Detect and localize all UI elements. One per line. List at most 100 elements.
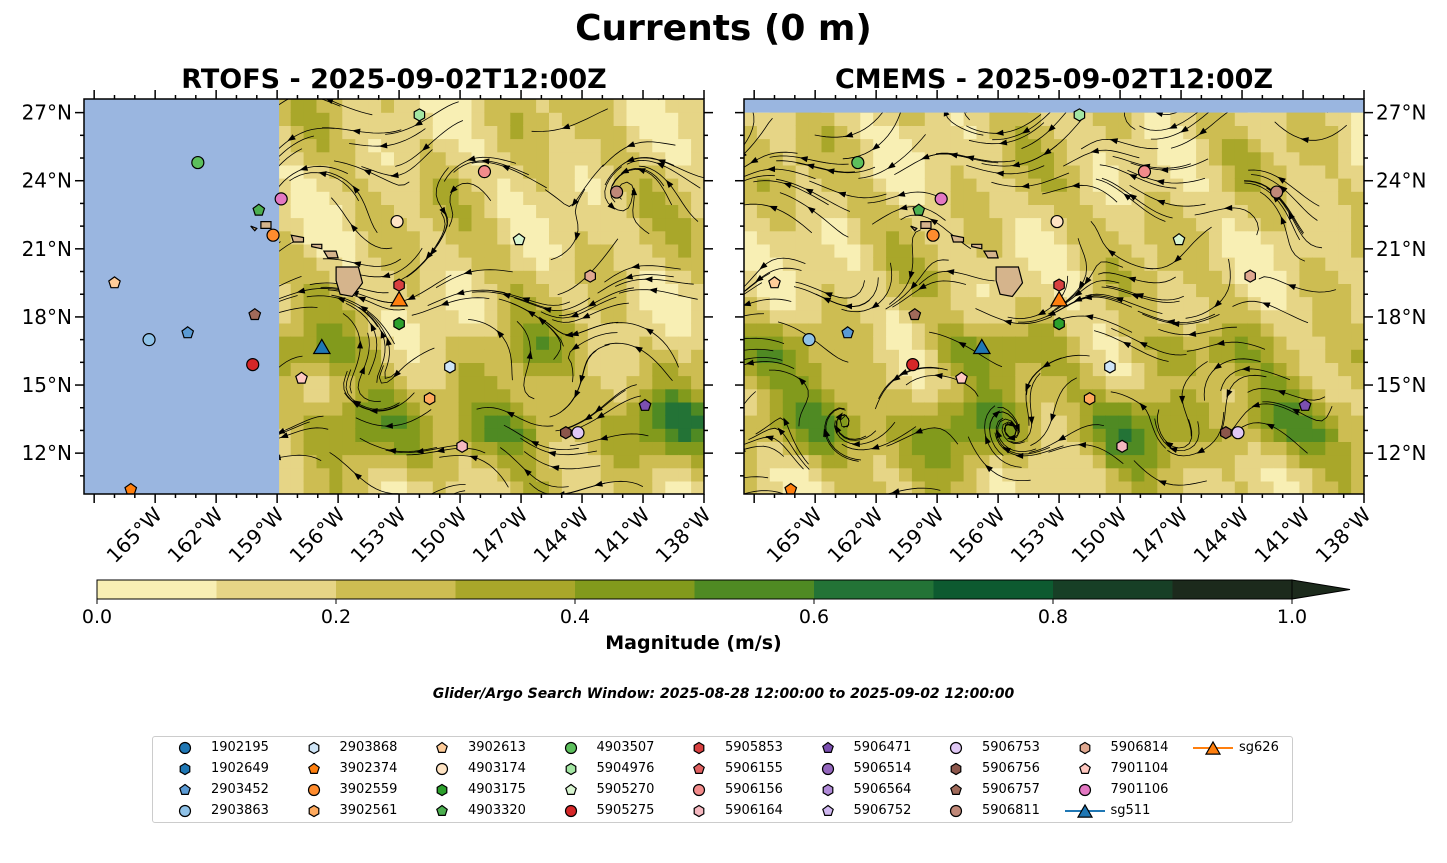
x-tick-label: 141°W <box>1250 502 1315 567</box>
streamline-arrow <box>496 330 505 339</box>
streamline-arrow <box>42 417 51 424</box>
marker-5904976 <box>413 108 426 122</box>
streamline-arrow <box>767 166 776 173</box>
x-tick-label: 150°W <box>407 502 472 567</box>
streamline-arrow <box>1164 441 1174 449</box>
x-tick-label: 165°W <box>102 502 167 567</box>
colorbar-tick-label: 0.4 <box>560 606 590 628</box>
streamline-arrow <box>570 311 579 318</box>
marker-5906814 <box>584 269 597 283</box>
streamline-arrow <box>564 331 574 338</box>
streamline-arrow <box>765 435 774 442</box>
legend-marker <box>949 741 963 755</box>
hawaii-land <box>910 221 1024 298</box>
marker-7901106 <box>274 192 288 206</box>
streamline-arrow <box>837 191 847 198</box>
legend-label: 5906753 <box>982 740 1040 755</box>
streamline-arrow <box>506 411 515 418</box>
legend-label: 5905275 <box>596 803 655 818</box>
streamline-arrow <box>783 417 790 427</box>
streamline-arrow <box>599 434 609 441</box>
marker-7901104 <box>295 371 308 384</box>
streamline-arrow <box>379 142 388 149</box>
legend-marker <box>1078 783 1091 797</box>
legend-marker-icon <box>307 783 320 797</box>
streamline-arrow <box>596 412 605 419</box>
streamline-arrow <box>985 435 991 445</box>
legend-marker-icon <box>1078 783 1091 797</box>
streamline-arrow <box>1057 434 1067 442</box>
legend-marker-icon <box>565 762 576 776</box>
streamline-arrow <box>607 202 616 210</box>
legend-marker <box>822 783 833 797</box>
legend-label: 7901104 <box>1110 761 1169 776</box>
legend-label: 3902561 <box>339 803 398 818</box>
island <box>950 234 965 243</box>
legend-marker <box>693 804 705 818</box>
marker-4903174 <box>1050 214 1064 229</box>
streamline-arrow <box>336 297 346 304</box>
streamline-arrow <box>644 276 653 283</box>
streamline-arrow <box>726 182 736 191</box>
island <box>290 234 305 243</box>
axis-ticks <box>75 90 713 503</box>
streamline-arrow <box>581 312 591 319</box>
streamline-arrow <box>891 488 900 494</box>
x-tick-label: 147°W <box>1128 502 1193 567</box>
streamline-arrow <box>352 400 362 407</box>
x-tick-label: 138°W <box>651 502 716 567</box>
streamline-arrow <box>527 310 536 318</box>
island <box>260 221 272 229</box>
legend-marker-icon <box>308 741 319 755</box>
streamline-arrow <box>631 263 640 270</box>
streamline-arrow <box>1251 401 1261 408</box>
streamline-arrow <box>1154 111 1164 118</box>
streamline-arrow <box>1003 319 1013 326</box>
legend-marker-icon <box>435 762 449 776</box>
streamline-arrow <box>666 179 674 188</box>
streamline-arrow <box>57 284 65 290</box>
marker-3902613 <box>108 276 121 289</box>
streamline-arrow <box>587 300 597 307</box>
streamline-arrow <box>946 269 955 276</box>
streamline-arrow <box>918 283 927 290</box>
legend-marker <box>436 804 448 816</box>
streamline-arrow <box>921 153 930 160</box>
y-tick-label: 15°N <box>1376 373 1426 397</box>
legend-marker-icon <box>178 804 192 818</box>
streamline-arrow <box>887 161 896 169</box>
legend-label: 7901106 <box>1110 782 1169 797</box>
legend-marker <box>949 804 963 818</box>
marker-5906811 <box>609 185 624 199</box>
legend-label: 5906164 <box>725 803 783 818</box>
marker-3902561 <box>423 392 436 406</box>
legend-marker <box>1076 803 1093 818</box>
x-tick-label: 159°W <box>224 502 289 567</box>
streamline-arrow <box>908 270 915 280</box>
legend-marker-icon <box>821 741 834 753</box>
streamline-arrow <box>385 337 392 346</box>
legend-marker-icon <box>178 741 192 755</box>
streamline-arrow <box>824 428 831 438</box>
marker-sg511 <box>312 338 332 355</box>
streamline-arrow <box>1047 309 1057 317</box>
streamline-arrow <box>1213 362 1222 370</box>
island <box>250 225 258 232</box>
legend-marker-icon <box>949 741 963 755</box>
streamline-arrow <box>547 450 557 457</box>
marker-4903320 <box>912 203 926 216</box>
island <box>971 243 983 250</box>
legend-marker-icon <box>950 762 962 776</box>
marker-5905853 <box>1053 278 1065 292</box>
legend-marker <box>950 762 962 776</box>
legend-label: 2903863 <box>211 803 269 818</box>
streamline-arrow <box>1179 395 1186 404</box>
marker-7901104 <box>955 371 968 384</box>
streamline-arrow <box>717 303 727 312</box>
streamline-arrow <box>65 160 74 168</box>
island <box>982 250 999 259</box>
legend: 1902195 1902649 2903452 2903863 2903868 39023… <box>152 736 1293 823</box>
streamline-arrow <box>724 349 733 356</box>
streamline-arrow <box>1107 249 1116 257</box>
streamline-arrow <box>648 287 658 294</box>
